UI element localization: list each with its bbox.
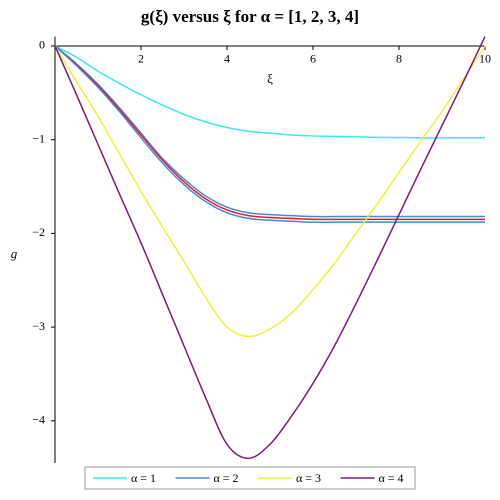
x-tick-label: 4 bbox=[224, 52, 230, 66]
x-tick-label: 8 bbox=[396, 52, 402, 66]
series-line bbox=[54, 45, 486, 338]
x-axis-label: ξ bbox=[267, 71, 273, 86]
y-axis-label: g bbox=[11, 246, 18, 261]
series-line bbox=[54, 36, 486, 460]
chart-title: g(ξ) versus ξ for α = [1, 2, 3, 4] bbox=[141, 7, 359, 26]
legend-label: α = 1 bbox=[131, 471, 156, 485]
legend-label: α = 4 bbox=[379, 471, 404, 485]
legend-label: α = 2 bbox=[214, 471, 239, 485]
y-tick-label: −4 bbox=[32, 413, 45, 427]
y-tick-label: −2 bbox=[32, 225, 45, 239]
legend-box bbox=[84, 466, 416, 490]
x-tick-label: 2 bbox=[138, 52, 144, 66]
legend-label: α = 3 bbox=[296, 471, 321, 485]
series-line bbox=[54, 45, 485, 223]
y-tick-label: −3 bbox=[32, 319, 45, 333]
y-tick-label: −1 bbox=[32, 131, 45, 145]
series-line bbox=[54, 45, 485, 139]
series-line bbox=[54, 45, 485, 221]
x-tick-label: 10 bbox=[479, 52, 491, 66]
series-line bbox=[54, 45, 485, 218]
x-tick-label: 6 bbox=[310, 52, 316, 66]
y-tick-label: 0 bbox=[39, 38, 45, 52]
